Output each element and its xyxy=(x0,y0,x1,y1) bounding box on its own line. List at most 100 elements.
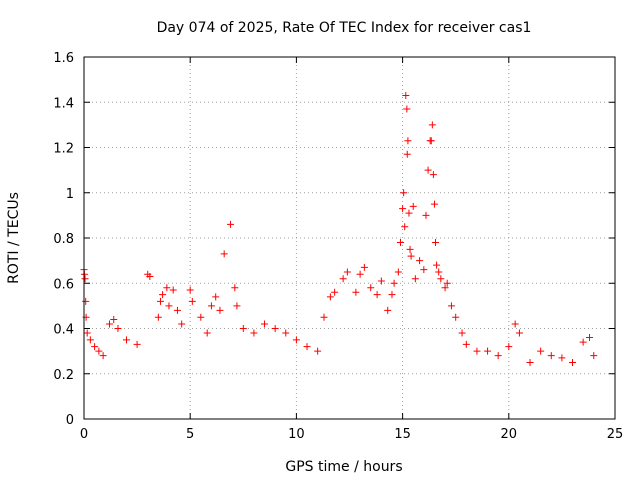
data-point xyxy=(590,352,598,360)
data-point xyxy=(154,313,162,321)
data-point xyxy=(188,297,196,305)
y-tick-label: 1.6 xyxy=(53,51,74,66)
data-point xyxy=(405,209,413,217)
data-point xyxy=(81,275,89,283)
y-tick-label: 0 xyxy=(66,413,74,428)
data-point xyxy=(537,347,545,355)
data-point xyxy=(91,343,99,351)
data-point xyxy=(227,220,235,228)
data-point xyxy=(163,284,171,292)
data-point xyxy=(494,352,502,360)
data-point xyxy=(526,358,534,366)
data-point xyxy=(401,223,409,231)
data-point xyxy=(411,275,419,283)
data-point xyxy=(282,329,290,337)
y-tick-label: 1.4 xyxy=(53,96,74,111)
data-point xyxy=(462,340,470,348)
data-point xyxy=(384,306,392,314)
data-point xyxy=(505,343,513,351)
data-point xyxy=(443,279,451,287)
data-point xyxy=(203,329,211,337)
data-point xyxy=(122,336,130,344)
data-point xyxy=(409,202,417,210)
data-point xyxy=(458,329,466,337)
grid xyxy=(84,57,615,419)
data-point xyxy=(83,329,91,337)
data-point xyxy=(424,166,432,174)
data-point xyxy=(515,329,523,337)
data-point xyxy=(165,302,173,310)
data-point xyxy=(82,297,90,305)
data-point xyxy=(432,239,440,247)
x-tick-label: 5 xyxy=(186,427,194,442)
y-tick-label: 0.6 xyxy=(53,277,74,292)
data-point xyxy=(400,189,408,197)
data-point xyxy=(239,325,247,332)
data-point xyxy=(441,284,449,292)
data-point xyxy=(159,291,167,299)
data-point xyxy=(212,293,220,301)
data-point xyxy=(220,250,228,258)
data-point xyxy=(331,288,339,296)
data-point xyxy=(250,329,258,337)
data-point xyxy=(173,306,181,314)
x-axis-ticks: 0 5 10 15 20 25 xyxy=(80,57,623,442)
data-point xyxy=(416,257,424,265)
data-point xyxy=(271,325,279,332)
plot-frame xyxy=(83,56,616,420)
x-axis-label: GPS time / hours xyxy=(285,459,402,475)
data-point xyxy=(435,268,443,276)
x-tick-label: 0 xyxy=(80,427,88,442)
x-tick-label: 25 xyxy=(607,427,624,442)
data-point xyxy=(407,252,415,260)
data-point xyxy=(110,315,118,323)
data-points xyxy=(80,91,598,366)
data-point xyxy=(146,272,154,280)
data-point xyxy=(511,320,519,328)
data-point xyxy=(339,275,347,283)
data-point xyxy=(367,284,375,292)
data-point xyxy=(447,302,455,310)
data-point xyxy=(394,268,402,276)
data-point xyxy=(178,320,186,328)
data-point xyxy=(586,334,594,342)
data-point xyxy=(86,336,94,344)
data-point xyxy=(207,302,215,310)
data-point xyxy=(452,313,460,321)
y-tick-label: 0.2 xyxy=(53,368,74,383)
data-point xyxy=(399,205,407,213)
data-point xyxy=(428,121,436,129)
data-point xyxy=(558,354,566,362)
data-point xyxy=(437,275,445,283)
x-tick-label: 20 xyxy=(501,427,518,442)
data-point xyxy=(420,266,428,274)
y-tick-label: 1.2 xyxy=(53,142,74,157)
data-point xyxy=(95,347,103,355)
data-point xyxy=(427,137,435,145)
data-point xyxy=(388,291,396,299)
data-point xyxy=(314,347,322,355)
data-point xyxy=(360,263,368,271)
data-point xyxy=(403,105,411,113)
y-axis-label: ROTI / TECUs xyxy=(6,192,22,284)
data-point xyxy=(216,306,224,314)
data-point xyxy=(343,268,351,276)
y-tick-label: 0.4 xyxy=(53,323,74,338)
data-point xyxy=(473,347,481,355)
data-point xyxy=(186,286,194,294)
data-point xyxy=(390,279,398,287)
data-point xyxy=(156,297,164,305)
data-point xyxy=(406,245,414,253)
data-point xyxy=(422,211,430,219)
y-axis-ticks: 0 0.2 0.4 0.6 0.8 1 1.2 1.4 1.6 xyxy=(53,51,615,428)
data-point xyxy=(133,340,141,348)
data-point xyxy=(402,91,410,99)
data-point xyxy=(233,302,241,310)
data-point xyxy=(261,320,269,328)
data-point xyxy=(105,320,113,328)
data-point xyxy=(404,137,412,145)
data-point xyxy=(197,313,205,321)
x-tick-label: 10 xyxy=(288,427,305,442)
data-point xyxy=(377,277,385,285)
